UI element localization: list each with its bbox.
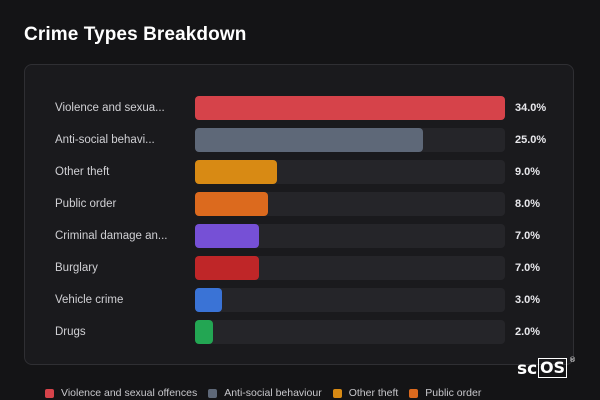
chart-title: Crime Types Breakdown — [24, 24, 247, 45]
category-label: Other theft — [55, 166, 110, 178]
bar — [195, 288, 223, 312]
bar-track — [195, 288, 505, 312]
category-label: Drugs — [55, 326, 86, 338]
bar-row: Drugs 2.0% — [25, 320, 573, 344]
legend-item: Anti-social behaviour — [208, 387, 322, 399]
bar-track — [195, 160, 505, 184]
legend-label: Anti-social behaviour — [224, 387, 322, 399]
category-label: Violence and sexua... — [55, 102, 165, 114]
legend: Violence and sexual offences Anti-social … — [45, 386, 492, 400]
bar-track — [195, 128, 505, 152]
bar-row: Burglary 7.0% — [25, 256, 573, 280]
chart-card: Violence and sexua... 34.0% Anti-social be… — [24, 64, 574, 365]
bar-row: Other theft 9.0% — [25, 160, 573, 184]
legend-swatch — [208, 388, 218, 398]
bar — [195, 320, 214, 344]
bar — [195, 256, 259, 280]
legend-item: Violence and sexual offences — [45, 387, 197, 399]
bar-row: Anti-social behavi... 25.0% — [25, 128, 573, 152]
registered-mark: ® — [569, 356, 576, 364]
value-label: 3.0% — [515, 294, 541, 306]
legend-label: Violence and sexual offences — [61, 387, 198, 399]
bar — [195, 160, 278, 184]
legend-label: Public order — [425, 387, 482, 399]
logo-text-os: OS — [538, 358, 567, 378]
legend-item: Other theft — [332, 387, 399, 399]
bar-row: Vehicle crime 3.0% — [25, 288, 573, 312]
legend-swatch — [332, 388, 342, 398]
value-label: 7.0% — [515, 230, 541, 242]
legend-item: Public order — [409, 387, 481, 399]
value-label: 9.0% — [515, 166, 541, 178]
bar — [195, 96, 505, 120]
bar-track — [195, 96, 505, 120]
category-label: Anti-social behavi... — [55, 134, 155, 146]
scos-logo: sc OS ® — [517, 356, 577, 380]
category-label: Vehicle crime — [55, 294, 124, 306]
category-label: Public order — [55, 198, 117, 210]
bar — [195, 128, 423, 152]
bar — [195, 224, 259, 248]
value-label: 34.0% — [515, 102, 547, 114]
bar-rows: Violence and sexua... 34.0% Anti-social be… — [25, 65, 573, 364]
legend-label: Other theft — [348, 387, 399, 399]
bar-track — [195, 224, 505, 248]
bar-track — [195, 320, 505, 344]
bar-track — [195, 192, 505, 216]
value-label: 7.0% — [515, 262, 541, 274]
bar-row: Violence and sexua... 34.0% — [25, 96, 573, 120]
logo-text-sc: sc — [517, 359, 538, 379]
value-label: 8.0% — [515, 198, 541, 210]
category-label: Criminal damage an... — [55, 230, 168, 242]
bar-track — [195, 256, 505, 280]
category-label: Burglary — [55, 262, 98, 274]
value-label: 25.0% — [515, 134, 547, 146]
bar — [195, 192, 268, 216]
legend-swatch — [45, 388, 54, 398]
bar-row: Criminal damage an... 7.0% — [25, 224, 573, 248]
bar-row: Public order 8.0% — [25, 192, 573, 216]
legend-swatch — [409, 388, 419, 398]
value-label: 2.0% — [515, 326, 541, 338]
